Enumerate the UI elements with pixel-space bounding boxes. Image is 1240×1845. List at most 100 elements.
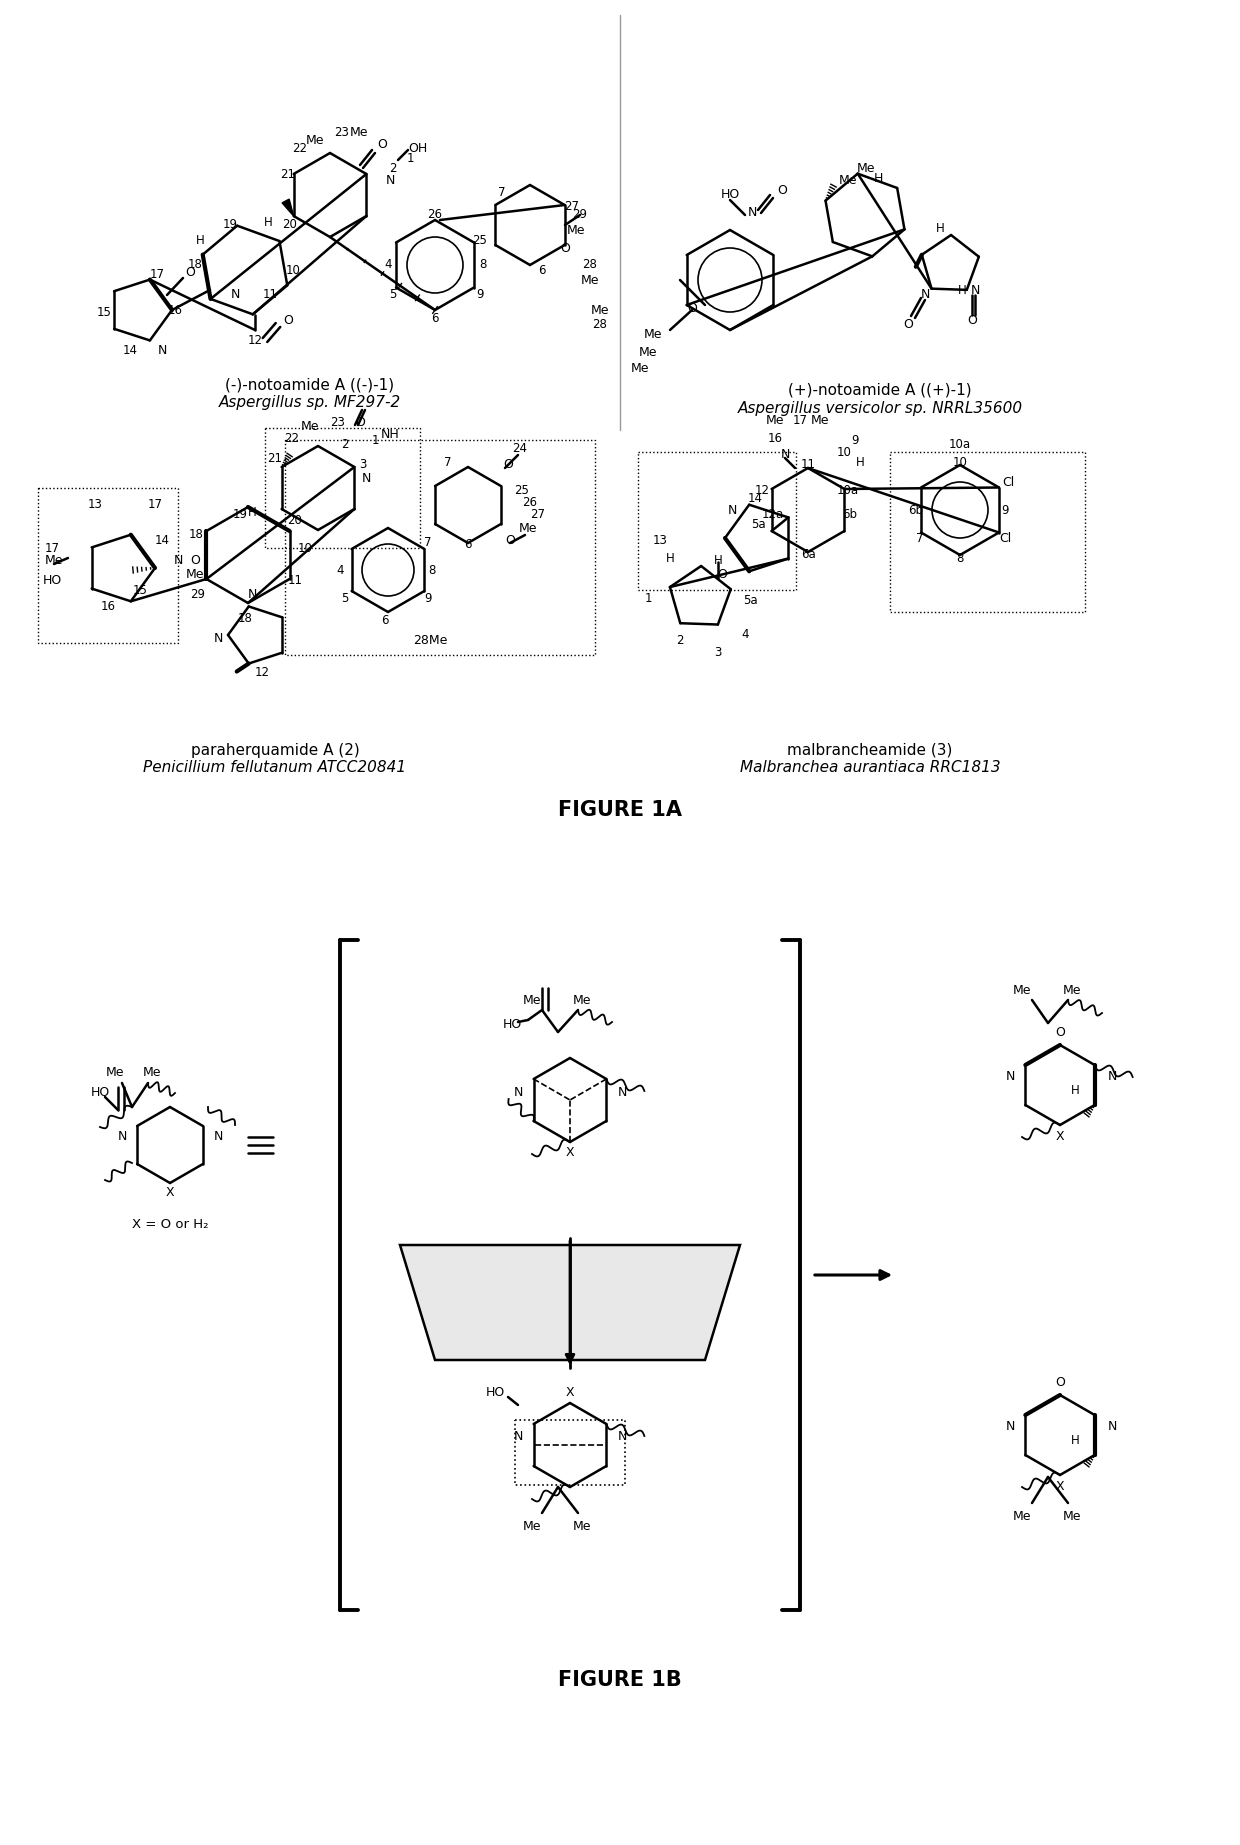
Text: 10: 10: [837, 445, 852, 459]
Bar: [515, 1421, 625, 1485]
Text: HO: HO: [485, 1386, 505, 1400]
Text: OH: OH: [408, 142, 428, 155]
Text: N: N: [118, 1131, 126, 1144]
Text: Me: Me: [639, 345, 657, 358]
Text: HO: HO: [91, 1087, 109, 1100]
Text: 7: 7: [498, 186, 506, 199]
Text: 23: 23: [335, 125, 350, 138]
Text: Malbranchea aurantiaca RRC1813: Malbranchea aurantiaca RRC1813: [740, 760, 1001, 775]
Text: X = O or H₂: X = O or H₂: [131, 1218, 208, 1231]
Text: H: H: [936, 221, 945, 234]
Text: 3: 3: [714, 646, 722, 659]
Text: O: O: [283, 314, 293, 327]
Text: 26: 26: [428, 208, 443, 221]
Text: Me: Me: [573, 993, 591, 1007]
Text: 1: 1: [645, 592, 652, 605]
Text: 29: 29: [191, 589, 206, 601]
Text: X: X: [565, 1386, 574, 1400]
Text: 5: 5: [389, 288, 397, 301]
Text: N: N: [247, 589, 257, 601]
Text: 15: 15: [133, 583, 148, 596]
Text: Me: Me: [523, 1520, 541, 1533]
Text: 22: 22: [284, 432, 300, 445]
Text: H: H: [248, 506, 257, 518]
Bar: [639, 452, 796, 590]
Text: O: O: [355, 415, 365, 428]
Text: Me: Me: [350, 125, 368, 138]
Text: 12: 12: [248, 334, 263, 347]
Text: 6: 6: [381, 614, 389, 627]
Text: H: H: [666, 552, 675, 565]
Text: H: H: [1070, 1434, 1079, 1446]
Bar: [38, 487, 179, 644]
Text: H: H: [714, 554, 723, 566]
Text: Me: Me: [766, 413, 784, 426]
Text: 4: 4: [336, 563, 343, 576]
Text: 11: 11: [288, 574, 303, 587]
Text: Me: Me: [186, 568, 205, 581]
Text: Me: Me: [644, 328, 662, 341]
Text: N: N: [971, 284, 980, 297]
Text: 17: 17: [148, 498, 162, 511]
Text: 6b: 6b: [842, 509, 858, 522]
Text: Me: Me: [573, 1520, 591, 1533]
Text: O: O: [1055, 1026, 1065, 1039]
Text: 9: 9: [851, 434, 859, 446]
Text: H: H: [196, 234, 205, 247]
Text: 1: 1: [371, 434, 378, 446]
Text: N: N: [213, 1131, 223, 1144]
Text: N: N: [361, 472, 371, 485]
Text: H: H: [1070, 1083, 1079, 1096]
Text: Me: Me: [1013, 983, 1032, 996]
Text: O: O: [505, 533, 515, 546]
Text: Me: Me: [631, 362, 650, 375]
Text: O: O: [903, 319, 913, 332]
Text: 9: 9: [424, 592, 432, 605]
Text: 5: 5: [341, 592, 348, 605]
Text: Me: Me: [1063, 1511, 1081, 1524]
Text: Me: Me: [1063, 983, 1081, 996]
Text: X: X: [565, 1146, 574, 1159]
Text: Me: Me: [811, 413, 830, 426]
Text: O: O: [687, 301, 697, 314]
Text: 23: 23: [331, 415, 346, 428]
Text: 14: 14: [155, 533, 170, 546]
Text: 16: 16: [100, 600, 115, 614]
Text: N: N: [920, 288, 930, 301]
Text: Penicillium fellutanum ATCC20841: Penicillium fellutanum ATCC20841: [144, 760, 407, 775]
Text: 28: 28: [583, 258, 598, 271]
Text: 10: 10: [952, 456, 967, 469]
Text: 4: 4: [384, 258, 392, 271]
Bar: [285, 439, 595, 655]
Text: 11: 11: [263, 288, 278, 301]
Text: N: N: [618, 1085, 626, 1098]
Text: Me: Me: [143, 1066, 161, 1079]
Text: X: X: [1055, 1131, 1064, 1144]
Text: 13: 13: [88, 498, 103, 511]
Text: Cl: Cl: [1002, 476, 1014, 489]
Text: 28Me: 28Me: [413, 633, 448, 646]
Text: NH: NH: [381, 428, 399, 441]
Text: O: O: [503, 459, 513, 472]
Text: 27: 27: [531, 509, 546, 522]
Text: Aspergillus sp. MF297-2: Aspergillus sp. MF297-2: [219, 395, 401, 410]
Text: Me: Me: [590, 303, 609, 317]
Text: N: N: [386, 173, 394, 186]
Text: 2: 2: [676, 633, 683, 646]
Text: 13: 13: [652, 533, 667, 546]
Text: 22: 22: [293, 142, 308, 155]
Text: H: H: [264, 216, 273, 229]
Text: N: N: [1107, 1421, 1117, 1434]
Text: 24: 24: [512, 441, 527, 454]
Text: 25: 25: [515, 483, 529, 496]
Text: 7: 7: [444, 456, 451, 469]
Text: H: H: [856, 456, 864, 469]
Text: 7: 7: [424, 535, 432, 548]
Bar: [265, 428, 420, 548]
Text: malbrancheamide (3): malbrancheamide (3): [787, 742, 952, 758]
Text: 3: 3: [360, 459, 367, 472]
Text: X: X: [166, 1186, 175, 1199]
Text: Me: Me: [105, 1066, 124, 1079]
Text: 9: 9: [476, 288, 484, 301]
Text: 14: 14: [748, 491, 763, 504]
